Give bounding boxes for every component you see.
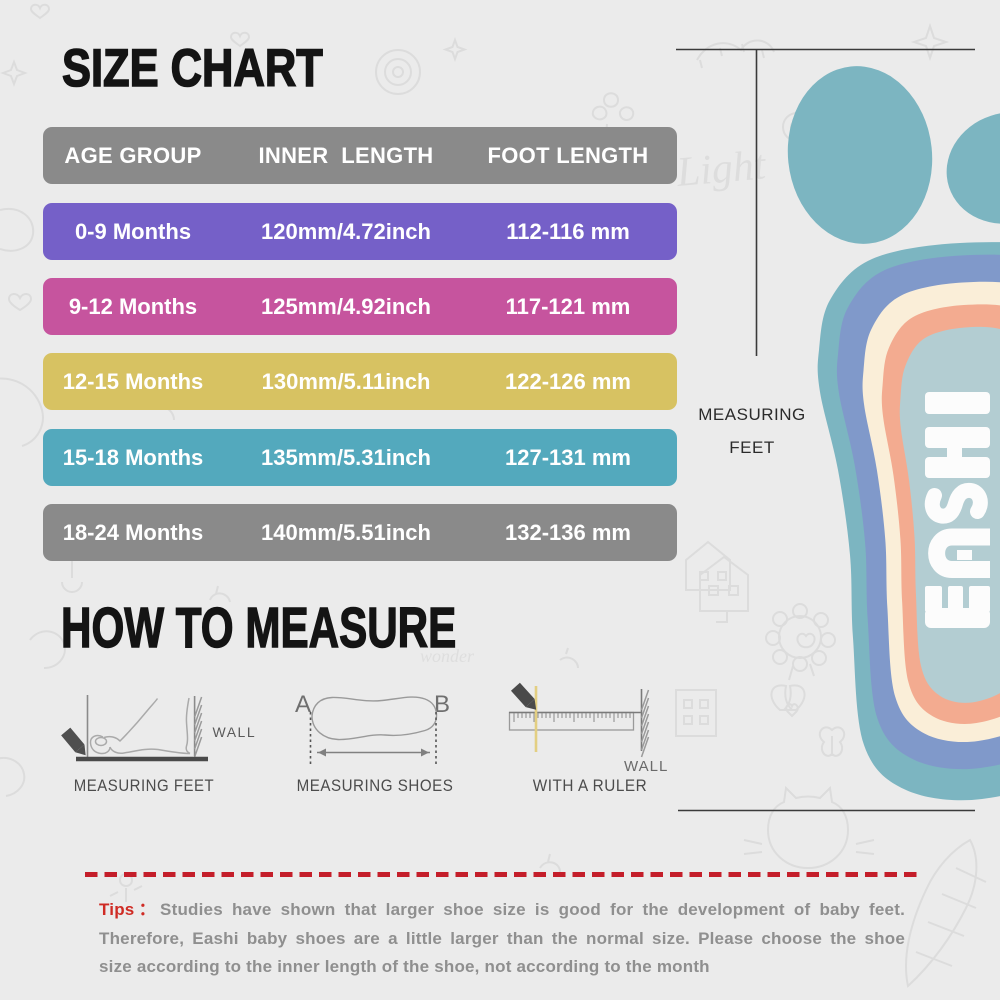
svg-text:Light: Light: [674, 142, 769, 196]
svg-text:WALL: WALL: [624, 758, 668, 775]
svg-text:A: A: [295, 691, 311, 718]
svg-text:wonder: wonder: [420, 646, 475, 666]
svg-text:WALL: WALL: [213, 724, 257, 740]
svg-text:B: B: [434, 691, 450, 718]
